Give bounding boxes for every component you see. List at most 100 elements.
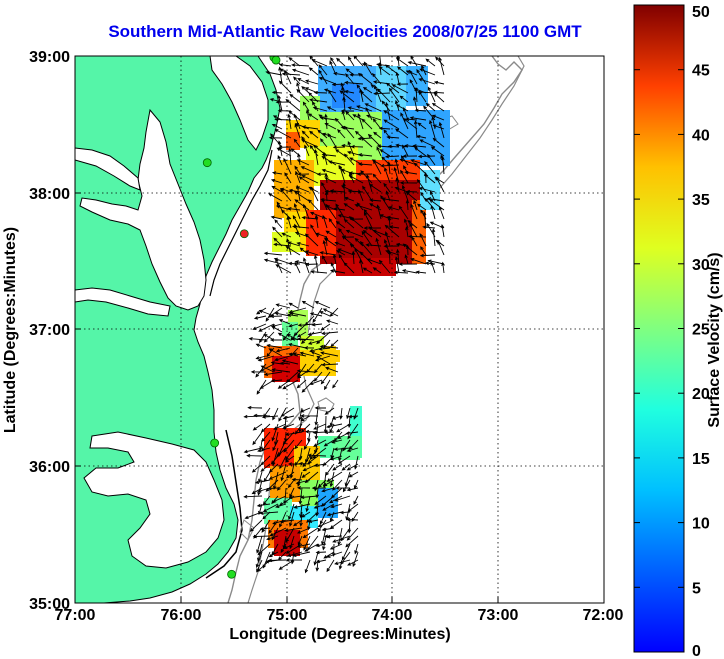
velocity-arrow — [418, 78, 436, 85]
velocity-arrow — [335, 486, 351, 490]
velocity-arrow — [271, 185, 283, 193]
velocity-arrow — [363, 211, 373, 229]
colorbar-tick-label: 0 — [692, 643, 701, 659]
velocity-arrow — [291, 477, 303, 482]
velocity-arrow — [440, 223, 445, 238]
velocity-arrow — [402, 144, 409, 157]
x-tick-label: 72:00 — [583, 607, 624, 624]
velocity-arrow — [339, 510, 351, 515]
velocity-arrow — [430, 204, 436, 220]
colorbar-tick-label: 20 — [692, 386, 710, 403]
velocity-arrow — [275, 264, 292, 274]
velocity-arrow — [272, 407, 279, 421]
colorbar-tick-label: 5 — [692, 580, 701, 597]
velocity-arrow — [416, 203, 427, 211]
velocity-arrow — [275, 303, 291, 309]
velocity-arrow — [319, 138, 328, 148]
velocity-arrow — [338, 559, 343, 570]
velocity-arrow — [280, 543, 287, 554]
velocity-arrow — [321, 168, 337, 175]
velocity-arrow — [302, 203, 310, 220]
velocity-arrow — [380, 164, 400, 168]
velocity-arrow — [272, 495, 287, 503]
velocity-arrow — [396, 82, 409, 86]
velocity-arrow — [270, 361, 283, 365]
velocity-arrow — [293, 138, 301, 148]
velocity-arrow — [268, 193, 283, 202]
velocity-arrow — [277, 551, 287, 561]
velocity-arrow — [329, 471, 335, 488]
velocity-arrow — [259, 331, 267, 344]
velocity-arrow — [304, 559, 311, 574]
velocity-arrow — [342, 96, 346, 112]
velocity-arrow — [291, 63, 310, 67]
velocity-arrow — [247, 405, 263, 410]
velocity-arrow — [309, 144, 319, 157]
velocity-arrow — [352, 114, 364, 121]
velocity-arrow — [255, 355, 267, 360]
grid-lines — [75, 56, 604, 603]
velocity-arrow — [356, 105, 373, 112]
velocity-arrow — [412, 144, 427, 148]
velocity-arrow — [315, 232, 328, 238]
station-marker — [227, 569, 236, 579]
outer-banks — [205, 429, 243, 579]
velocity-arrow — [435, 56, 445, 67]
velocity-arrow — [328, 218, 337, 229]
velocity-arrow — [304, 429, 319, 434]
velocity-arrow — [359, 91, 373, 103]
velocity-arrow — [378, 66, 391, 76]
velocity-arrow — [303, 257, 310, 274]
velocity-arrow — [353, 495, 359, 506]
velocity-arrow — [358, 189, 364, 202]
velocity-arrow — [258, 309, 275, 317]
velocity-arrow — [357, 113, 364, 130]
velocity-arrow — [294, 165, 301, 175]
velocity-arrow — [394, 158, 400, 175]
velocity-arrow — [309, 379, 323, 386]
velocity-arrow — [307, 519, 319, 524]
colorbar-ticks — [634, 4, 684, 653]
velocity-arrow — [362, 185, 373, 202]
velocity-arrow — [384, 167, 391, 184]
velocity-arrow — [323, 479, 335, 487]
velocity-arrow — [356, 172, 373, 176]
velocity-arrow — [417, 122, 427, 130]
velocity-arrow — [293, 519, 303, 527]
velocity-arrow — [301, 130, 310, 139]
velocity-arrow — [354, 543, 359, 555]
velocity-arrow — [414, 146, 427, 157]
velocity-arrow — [357, 136, 373, 141]
velocity-arrow — [278, 66, 283, 85]
velocity-arrow — [343, 218, 355, 229]
station-marker — [239, 229, 249, 239]
velocity-arrow — [282, 423, 295, 429]
velocity-arrow — [359, 259, 364, 274]
velocity-arrow — [301, 215, 319, 220]
velocity-arrow — [368, 183, 382, 193]
velocity-arrow — [282, 379, 299, 390]
velocity-arrow — [322, 503, 335, 511]
velocity-arrow — [344, 196, 355, 202]
velocity-arrow — [323, 430, 335, 435]
velocity-arrow — [431, 114, 445, 121]
velocity-arrow — [422, 211, 427, 229]
velocity-arrow — [288, 57, 301, 67]
velocity-arrow — [308, 199, 319, 211]
velocity-arrow — [276, 447, 287, 458]
velocity-arrow — [412, 96, 418, 112]
velocity-arrow — [313, 254, 319, 274]
velocity-arrow — [333, 447, 351, 451]
colorbar-label: Surface Velocity (cm/s) — [706, 252, 723, 427]
velocity-arrow — [301, 136, 310, 148]
velocity-arrow — [296, 241, 310, 247]
velocity-arrow — [373, 131, 382, 139]
velocity-arrow — [285, 431, 303, 437]
velocity-arrow — [271, 543, 279, 556]
velocity-arrow — [341, 543, 351, 561]
velocity-arrow — [325, 230, 337, 238]
velocity-arrow — [288, 147, 292, 166]
velocity-arrow — [271, 423, 279, 442]
velocity-arrow — [276, 201, 283, 211]
velocity-arrow — [320, 371, 331, 385]
